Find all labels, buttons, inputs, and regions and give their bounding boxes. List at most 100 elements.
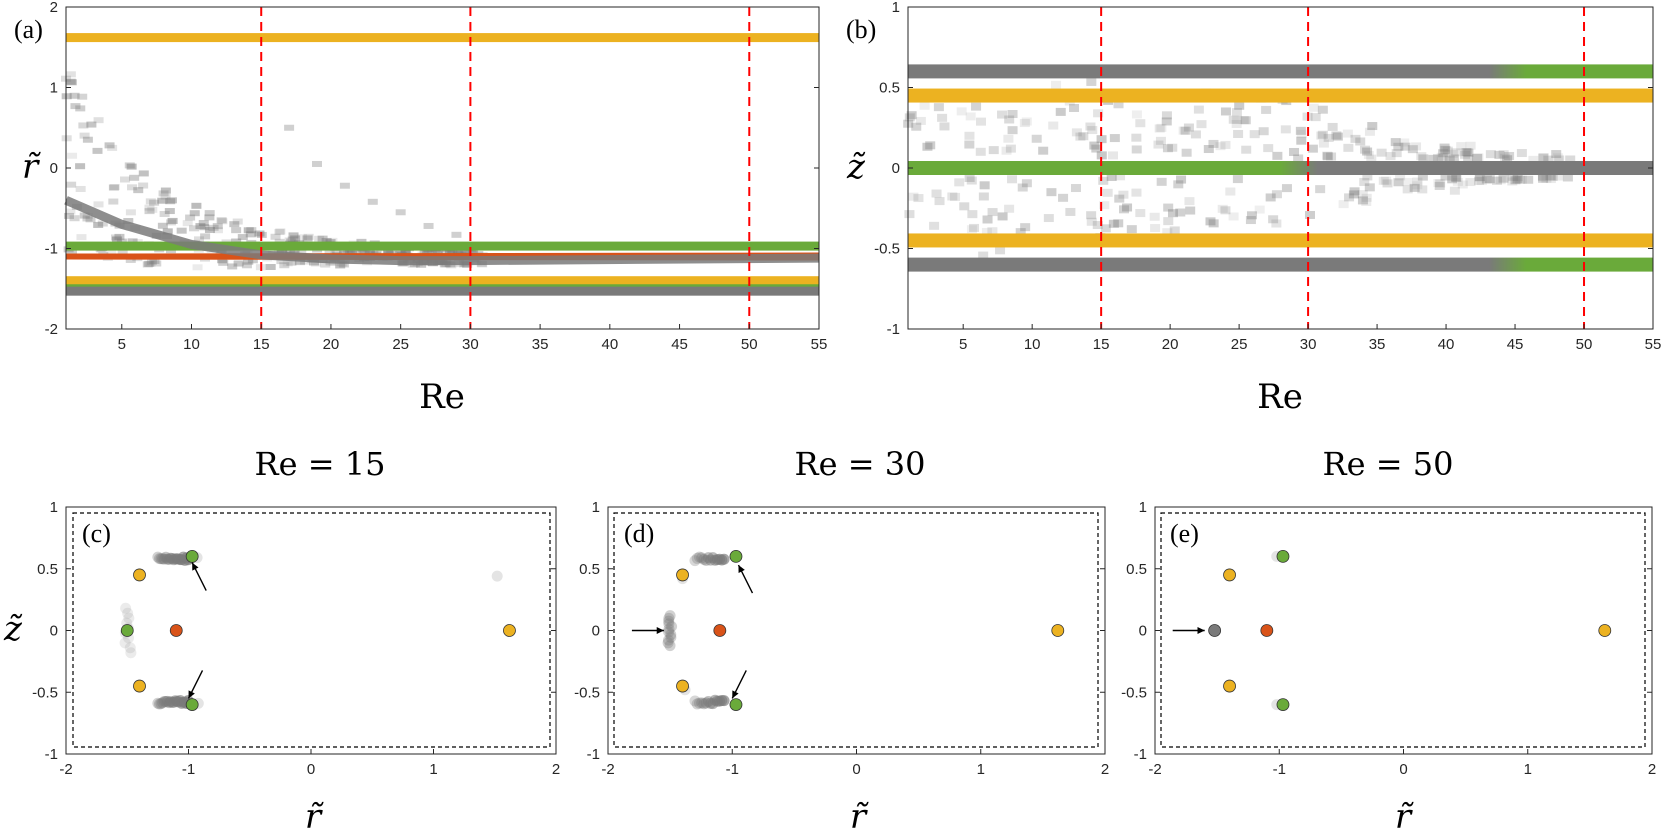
panel-c-xtick-label: -1 xyxy=(182,761,195,778)
heat-cell xyxy=(1318,139,1329,148)
panel-d-xtick-label: 0 xyxy=(852,761,860,778)
heat-cell xyxy=(1502,155,1513,164)
heat-cell xyxy=(1463,155,1474,164)
heat-cell xyxy=(1263,144,1274,153)
point-yellow xyxy=(133,679,146,693)
cloud-point xyxy=(158,695,170,707)
heat-cell xyxy=(1004,204,1015,213)
panel-b-xtick-label: 25 xyxy=(1231,336,1248,353)
heat-cell xyxy=(112,236,123,243)
arrow-head xyxy=(192,562,199,571)
heat-cell xyxy=(1500,153,1511,162)
heat-cell xyxy=(904,210,915,219)
heat-cell xyxy=(1173,180,1184,189)
heat-cell xyxy=(1131,188,1142,197)
panel-b-xtick-label: 55 xyxy=(1645,336,1661,353)
panel-d-ytick-label: 0.5 xyxy=(579,561,600,578)
heat-cell xyxy=(149,199,160,206)
panel-b-xtick-label: 10 xyxy=(1024,336,1041,353)
heat-cell xyxy=(191,202,202,209)
heat-cell xyxy=(1254,205,1265,214)
heat-cell xyxy=(189,210,200,217)
heat-cell xyxy=(1086,211,1097,220)
panel-a-dashed-lines xyxy=(260,7,751,329)
heat-cell xyxy=(194,236,205,243)
heat-cell xyxy=(1349,187,1360,196)
heat-cell xyxy=(1451,173,1462,182)
heat-cell xyxy=(446,262,457,269)
cloud-point xyxy=(124,642,136,654)
heat-cell xyxy=(1432,153,1443,162)
panel-e-ytick-label: 1 xyxy=(1139,499,1147,516)
heat-cell xyxy=(1474,173,1485,182)
panel-b-ytick-label: -0.5 xyxy=(874,241,900,258)
heat-cell xyxy=(1457,180,1468,189)
heat-cell xyxy=(1096,135,1107,144)
heat-cell xyxy=(1507,177,1518,186)
heat-cell xyxy=(200,233,211,240)
heat-cell xyxy=(265,263,276,270)
heat-cell xyxy=(1348,190,1359,199)
heat-cell xyxy=(468,248,479,255)
heat-cell xyxy=(447,248,458,255)
heat-cell xyxy=(1342,129,1353,138)
panel-d-arrows xyxy=(631,564,754,699)
panel-a-ytick-label: -1 xyxy=(45,241,58,258)
heat-cell xyxy=(1098,176,1109,185)
heat-cell xyxy=(1178,126,1189,135)
heat-cell xyxy=(204,214,215,221)
heat-cell xyxy=(1107,151,1118,160)
panel-c-xtick-label: -2 xyxy=(59,761,72,778)
heat-cell xyxy=(1317,130,1328,139)
heat-cell xyxy=(93,201,104,208)
cloud-point xyxy=(664,610,676,622)
panel-b-xtick-label: 15 xyxy=(1093,336,1110,353)
heat-cell xyxy=(1220,140,1231,149)
heat-cell xyxy=(85,216,96,223)
heat-cell xyxy=(1232,175,1243,184)
point-yellow xyxy=(676,679,689,693)
heat-cell xyxy=(1366,154,1377,163)
heat-cell xyxy=(157,197,168,204)
panel-e-arrows xyxy=(1172,627,1205,634)
heat-cell-outlier xyxy=(284,124,295,131)
heat-cell xyxy=(426,249,437,256)
heat-cell xyxy=(1508,172,1519,181)
heat-cell xyxy=(69,92,80,99)
cloud-point xyxy=(691,552,703,564)
heat-cell xyxy=(1481,175,1492,184)
panel-e-xtick-label: 2 xyxy=(1648,761,1656,778)
heat-cell xyxy=(1391,149,1402,158)
heat-cell xyxy=(1473,153,1484,162)
heat-cell xyxy=(1562,173,1573,182)
heat-cell xyxy=(1233,129,1244,138)
heat-cell xyxy=(1498,174,1509,183)
point-green xyxy=(185,550,199,563)
heat-cell xyxy=(1021,117,1032,126)
heat-cell xyxy=(69,215,80,222)
point-yellow xyxy=(503,624,516,637)
heat-cell xyxy=(1258,127,1269,136)
heat-cell xyxy=(1440,145,1451,154)
cloud-point xyxy=(663,626,675,638)
heat-cell xyxy=(1472,153,1483,162)
heat-cell xyxy=(1208,139,1219,148)
heat-cell xyxy=(1203,145,1214,154)
panel-e-ytick-label: -1 xyxy=(1134,746,1147,763)
heat-cell xyxy=(1087,126,1098,135)
heat-cell xyxy=(1474,176,1485,185)
heat-cell xyxy=(929,221,940,230)
heat-cell xyxy=(969,223,980,232)
heat-cell xyxy=(61,135,72,142)
panel-a-xtick-label: 55 xyxy=(811,336,828,353)
heat-cell xyxy=(1001,146,1012,155)
panel-e-xtick-label: 0 xyxy=(1399,761,1407,778)
heat-cell xyxy=(123,218,134,225)
heat-cell xyxy=(1051,80,1062,89)
heat-cell xyxy=(997,110,1008,119)
heat-cell xyxy=(1156,123,1167,132)
cloud-point xyxy=(119,637,131,649)
heat-cell xyxy=(243,227,254,234)
panel-b-bands xyxy=(903,64,1653,272)
heat-cell xyxy=(1126,225,1137,234)
